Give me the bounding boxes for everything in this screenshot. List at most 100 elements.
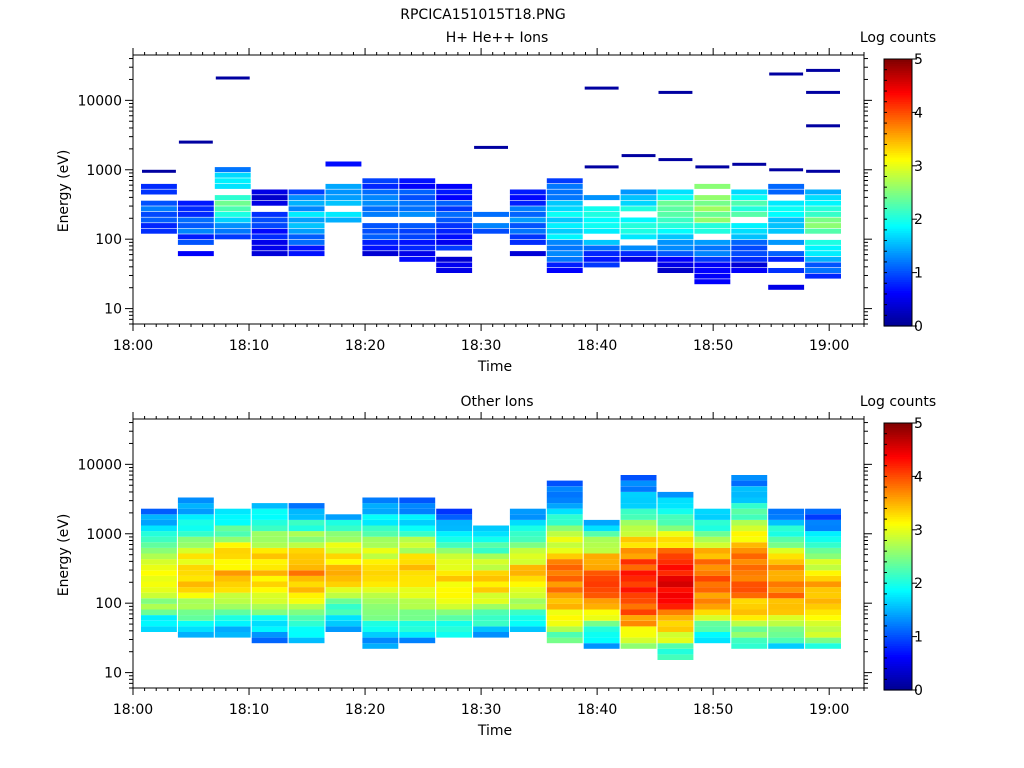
colorbar-segment (884, 223, 912, 227)
spectrogram-cell (399, 195, 436, 201)
spectrogram-cell (509, 581, 546, 588)
y-tick-label: 100 (95, 232, 122, 248)
spectrogram-cell (805, 598, 841, 604)
spectrogram-cell (546, 234, 583, 240)
spectrogram-cell (214, 531, 251, 537)
spectrogram-cell (546, 514, 583, 520)
spectrogram-cell (362, 609, 399, 616)
spectrogram-cell (141, 206, 177, 212)
stray-count-cell (695, 165, 730, 169)
colorbar-segment (884, 257, 912, 260)
spectrogram-cell (731, 514, 768, 520)
spectrogram-cell (288, 581, 325, 588)
spectrogram-cell (657, 531, 694, 537)
spectrogram-cell (251, 531, 288, 537)
spectrogram-cell (288, 570, 325, 576)
colorbar-segment (884, 281, 912, 285)
stray-count-cell (806, 68, 840, 72)
colorbar-tick-label: 0 (914, 683, 923, 699)
spectrogram-cell (583, 239, 620, 245)
spectrogram-cell (509, 228, 546, 234)
spectrogram-cell (325, 575, 362, 582)
spectrogram-cell (325, 547, 362, 554)
spectrogram-cell (694, 581, 731, 588)
colorbar-segment (884, 685, 912, 689)
colorbar-tick-label: 5 (914, 52, 923, 68)
colorbar-segment (884, 576, 912, 580)
colorbar-segment (884, 598, 912, 602)
spectrogram-cell (399, 542, 436, 548)
spectrogram-cell (436, 587, 473, 593)
spectrogram-cell (436, 268, 473, 273)
spectrogram-cell (731, 592, 768, 599)
y-tick-label: 1000 (86, 527, 122, 543)
spectrogram-cell (805, 603, 841, 610)
colorbar-segment (884, 483, 912, 486)
spectrogram-cell (251, 592, 288, 599)
spectrogram-cell (325, 519, 362, 526)
spectrogram-cell (177, 603, 214, 610)
spectrogram-cell (620, 643, 657, 649)
spectrogram-cell (288, 525, 325, 532)
spectrogram-cell (620, 195, 657, 201)
colorbar-segment (884, 669, 912, 673)
spectrogram-cell (731, 536, 768, 543)
spectrogram-cell (731, 598, 768, 604)
colorbar-segment (884, 509, 912, 513)
spectrogram-cell (731, 547, 768, 554)
spectrogram-cell (473, 553, 509, 560)
spectrogram-cell (546, 206, 583, 212)
spectrogram-cell (473, 228, 509, 234)
bottom-y-axis: 10 100 1000 10000 (77, 422, 872, 689)
colorbar-segment (884, 123, 912, 127)
colorbar-segment (884, 216, 912, 220)
spectrogram-cell (214, 195, 251, 201)
spectrogram-cell (583, 223, 620, 229)
spectrogram-cell (657, 536, 694, 543)
spectrogram-cell (620, 503, 657, 509)
colorbar-segment (884, 489, 912, 493)
spectrogram-cell (325, 195, 362, 201)
spectrogram-cell (805, 626, 841, 632)
spectrogram-cell (509, 211, 546, 217)
spectrogram-cell (620, 251, 657, 257)
x-tick-label: 18:20 (345, 338, 385, 354)
spectrogram-cell (583, 195, 620, 201)
spectrogram-cell (177, 531, 214, 537)
spectrogram-cell (694, 637, 731, 644)
spectrogram-cell (694, 217, 731, 223)
spectrogram-cell (546, 503, 583, 509)
spectrogram-cell (620, 598, 657, 604)
spectrogram-cell (214, 206, 251, 212)
colorbar-segment (884, 241, 912, 245)
spectrogram-cell (362, 570, 399, 576)
spectrogram-cell (362, 228, 399, 234)
spectrogram-cell (362, 200, 399, 206)
colorbar-segment (884, 203, 912, 207)
spectrogram-cell (288, 637, 325, 644)
colorbar-segment (884, 465, 912, 469)
spectrogram-cell (177, 564, 214, 571)
spectrogram-cell (399, 228, 436, 234)
spectrogram-cell (141, 626, 177, 632)
spectrogram-cell (251, 542, 288, 548)
spectrogram-cell (546, 637, 583, 644)
spectrogram-cell (657, 570, 694, 576)
colorbar-segment (884, 647, 912, 651)
spectrogram-cell (620, 587, 657, 593)
spectrogram-cell (399, 503, 436, 509)
colorbar-segment (884, 474, 912, 477)
colorbar-segment (884, 74, 912, 78)
spectrogram-cell (583, 553, 620, 560)
spectrogram-cell (768, 609, 805, 616)
spectrogram-cell (288, 626, 325, 632)
colorbar-segment (884, 141, 912, 145)
colorbar-tick-label: 3 (914, 159, 923, 175)
spectrogram-cell (694, 603, 731, 610)
colorbar-segment (884, 512, 912, 515)
colorbar-segment (884, 500, 912, 504)
colorbar-segment (884, 545, 912, 549)
spectrogram-cell (731, 626, 768, 632)
spectrogram-cell (288, 228, 325, 234)
spectrogram-cell (399, 632, 436, 638)
